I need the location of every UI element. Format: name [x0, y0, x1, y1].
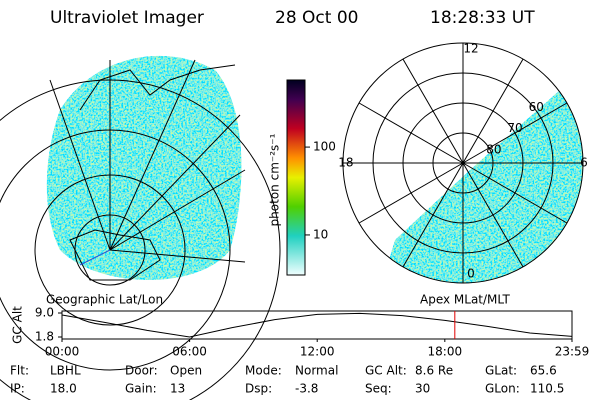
mlt-spoke: [358, 162, 464, 224]
caption: Apex MLat/MLT: [420, 293, 510, 307]
x-tick-label: 18:00: [428, 345, 463, 359]
colorbar: [286, 79, 306, 276]
field-label: GLat:: [485, 364, 517, 378]
field-label: Gain:: [125, 382, 157, 396]
altitude-line: [61, 312, 573, 338]
field-label: GLon:: [485, 382, 520, 396]
colorbar-tick-label: 100: [313, 140, 336, 154]
lat-label: 80: [486, 142, 501, 156]
mlt-spoke: [402, 162, 464, 268]
colorbar-tick-label: 10: [313, 227, 328, 241]
mlt-label: 0: [467, 267, 475, 281]
x-tick-label: 00:00: [45, 345, 80, 359]
title: Ultraviolet Imager: [50, 8, 204, 28]
field-label: Door:: [125, 364, 158, 378]
field-value: 18.0: [50, 382, 77, 396]
mlt-label: 12: [463, 42, 478, 56]
colorbar-label: photon cm⁻²s⁻¹: [268, 133, 282, 226]
y-label: GC Alt: [11, 306, 25, 344]
field-label: Dsp:: [245, 382, 272, 396]
geo-map: [0, 55, 281, 400]
mlt-label: 6: [580, 156, 588, 170]
lat-label: 70: [507, 121, 522, 135]
field-value: Open: [170, 364, 202, 378]
field-label: Mode:: [245, 364, 282, 378]
x-tick-label: 12:00: [300, 345, 335, 359]
caption: Geographic Lat/Lon: [46, 293, 163, 307]
field-label: IP:: [10, 382, 25, 396]
time: 18:28:33 UT: [430, 8, 535, 28]
mlt-spoke: [462, 162, 524, 268]
aurora-image: [380, 90, 583, 283]
mlt-spoke: [462, 58, 524, 164]
mlt-spoke: [462, 162, 568, 224]
field-value: 8.6 Re: [415, 364, 453, 378]
field-value: 13: [170, 382, 185, 396]
field-label: Seq:: [365, 382, 392, 396]
y-tick-label: 1.8: [35, 330, 54, 344]
y-tick-label: 9.0: [35, 306, 54, 320]
field-value: Normal: [295, 364, 338, 378]
field-value: LBHL: [50, 364, 81, 378]
field-value: 110.5: [530, 382, 564, 396]
field-value: 30: [415, 382, 430, 396]
field-label: GC Alt:: [365, 364, 407, 378]
mlt-spoke: [462, 102, 568, 164]
lat-label: 60: [529, 100, 544, 114]
mlt-spoke: [358, 102, 464, 164]
x-tick-label: 06:00: [172, 345, 207, 359]
field-value: 65.6: [530, 364, 557, 378]
plot-frame: [61, 310, 573, 340]
mlt-spoke: [402, 58, 464, 164]
date: 28 Oct 00: [275, 8, 358, 28]
aurora-image: [46, 55, 242, 280]
mlt-label: 18: [338, 156, 353, 170]
x-tick-label: 23:59: [555, 345, 590, 359]
field-value: -3.8: [295, 382, 318, 396]
field-label: Flt:: [10, 364, 29, 378]
